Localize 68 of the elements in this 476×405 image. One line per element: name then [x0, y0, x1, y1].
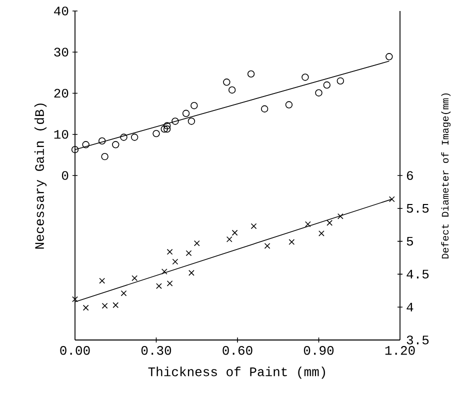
point — [223, 78, 230, 86]
point — [315, 89, 322, 96]
y2-tick-label: 4.5 — [406, 270, 429, 279]
y2-tick-label: 4 — [406, 302, 414, 312]
point — [112, 141, 120, 148]
point — [288, 239, 295, 245]
point — [228, 86, 236, 94]
x-axis-title: Thickness of Paint (mm) — [148, 366, 326, 379]
point — [120, 134, 128, 141]
point — [132, 275, 138, 282]
x-tick-label: 0.60 — [222, 346, 252, 355]
x-tick-label: 1.20 — [385, 346, 415, 355]
y2-tick-label: 5 — [406, 236, 413, 246]
point — [186, 250, 192, 256]
point — [304, 221, 311, 228]
point — [326, 220, 333, 226]
y-axis-title: Necessary Gain (dB) — [34, 104, 47, 249]
y2-tick-label: 6 — [406, 171, 413, 180]
point — [163, 122, 171, 130]
y-tick-label: 20 — [54, 88, 68, 98]
point — [98, 137, 106, 145]
point — [323, 81, 330, 89]
point — [82, 304, 89, 311]
point — [156, 283, 162, 289]
point — [101, 152, 108, 160]
point — [247, 70, 255, 78]
point — [182, 110, 190, 118]
y-tick-label: 30 — [54, 48, 68, 57]
point — [99, 278, 106, 284]
point — [172, 258, 178, 265]
y-tick-label: 0 — [62, 171, 68, 180]
point — [302, 74, 309, 81]
point — [163, 125, 171, 133]
point — [232, 230, 238, 236]
point — [172, 118, 179, 125]
point — [190, 102, 198, 110]
point — [166, 280, 173, 286]
point — [166, 248, 173, 255]
point — [188, 118, 196, 125]
x-tick-label: 0.90 — [304, 346, 334, 355]
point — [388, 196, 395, 202]
point — [161, 268, 168, 275]
y2-axis-title: Defect Diameter of Image(mm) — [441, 93, 451, 258]
point — [71, 146, 79, 154]
point — [152, 130, 160, 138]
y2-tick-label: 3.5 — [406, 336, 429, 344]
point — [336, 77, 344, 85]
point — [194, 240, 200, 246]
x-tick-label: 0.00 — [60, 346, 90, 355]
point — [160, 125, 168, 133]
point — [285, 101, 293, 108]
point — [250, 223, 257, 230]
point — [112, 302, 119, 308]
y-tick-label: 10 — [54, 130, 68, 139]
y2-tick-label: 5.5 — [406, 204, 429, 213]
point — [260, 105, 268, 112]
point — [318, 230, 324, 236]
point — [264, 242, 270, 249]
point — [130, 134, 138, 141]
point — [226, 236, 232, 242]
point — [120, 290, 127, 296]
y-tick-label: 40 — [54, 6, 68, 16]
point — [337, 213, 344, 220]
point — [386, 53, 393, 60]
point — [102, 302, 108, 309]
x-tick-label: 0.30 — [141, 346, 172, 355]
point — [82, 141, 90, 148]
point — [188, 270, 194, 276]
